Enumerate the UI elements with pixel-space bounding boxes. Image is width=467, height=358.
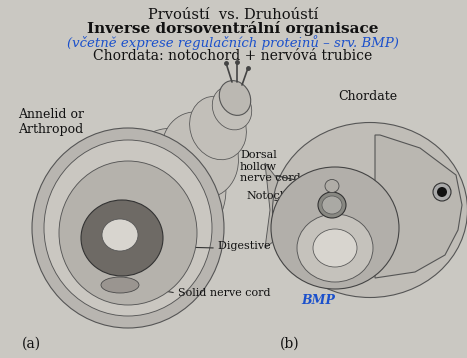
- Ellipse shape: [322, 196, 342, 214]
- Text: (b): (b): [280, 337, 300, 351]
- Text: Chordata: notochord + nervóvá trubice: Chordata: notochord + nervóvá trubice: [93, 49, 373, 63]
- Text: Prvoústí  vs. Druhoústí: Prvoústí vs. Druhoústí: [148, 8, 318, 22]
- Text: Inverse dorsoventrální organisace: Inverse dorsoventrální organisace: [87, 21, 379, 36]
- Ellipse shape: [325, 179, 339, 193]
- Text: Chordate: Chordate: [339, 90, 397, 103]
- Ellipse shape: [81, 200, 163, 276]
- Text: (a): (a): [22, 337, 41, 351]
- Ellipse shape: [313, 229, 357, 267]
- Text: Annelid or
Arthropod: Annelid or Arthropod: [18, 108, 84, 136]
- Circle shape: [433, 183, 451, 201]
- Text: Solid nerve cord: Solid nerve cord: [178, 288, 270, 298]
- Ellipse shape: [190, 96, 247, 160]
- Text: Dorsal
hollow
nerve cord: Dorsal hollow nerve cord: [240, 150, 301, 183]
- Circle shape: [437, 187, 447, 197]
- Ellipse shape: [271, 167, 399, 289]
- Ellipse shape: [59, 161, 197, 305]
- Text: Dpp=BMP: Dpp=BMP: [68, 212, 141, 224]
- Ellipse shape: [162, 112, 239, 198]
- Polygon shape: [265, 163, 278, 248]
- Text: BMP: BMP: [301, 294, 335, 306]
- Ellipse shape: [124, 128, 226, 242]
- Text: Notochord: Notochord: [246, 191, 306, 201]
- Text: (včetně exprese regulačních proteinů – srv. BMP): (včetně exprese regulačních proteinů – s…: [67, 35, 399, 50]
- Text: Digestive tract: Digestive tract: [218, 241, 301, 251]
- Ellipse shape: [273, 122, 467, 297]
- Ellipse shape: [102, 219, 138, 251]
- Ellipse shape: [219, 81, 251, 115]
- Ellipse shape: [212, 86, 252, 130]
- Polygon shape: [375, 135, 462, 278]
- Ellipse shape: [44, 140, 212, 316]
- Ellipse shape: [318, 192, 346, 218]
- Ellipse shape: [297, 214, 373, 282]
- Ellipse shape: [32, 128, 224, 328]
- Ellipse shape: [101, 277, 139, 293]
